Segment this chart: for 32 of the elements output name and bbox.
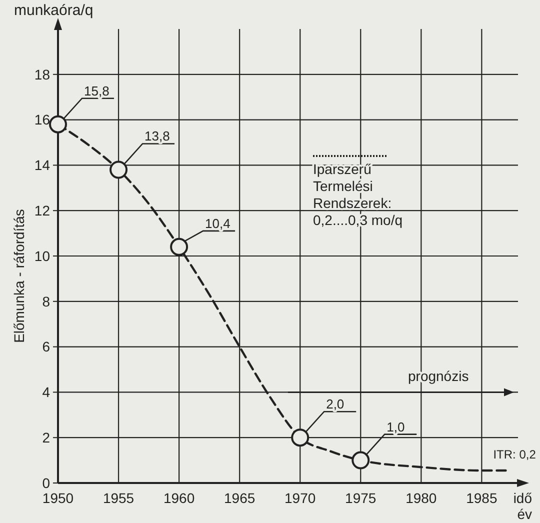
data-label: 10,4: [205, 216, 230, 231]
y-tick-label: 10: [34, 248, 50, 264]
x-tick-label: 1965: [224, 490, 256, 506]
data-label: 2,0: [326, 396, 344, 412]
point: [291, 428, 310, 447]
y-tick-label: 8: [42, 293, 50, 310]
x-tick-label: 1960: [163, 490, 195, 506]
x-tick-label: 1950: [42, 490, 74, 506]
data-label: 15,8: [84, 83, 110, 98]
y-tick-label: 14: [34, 157, 50, 174]
x-tick-label: 1955: [102, 490, 134, 506]
annotation: ITR: 0,2: [493, 448, 536, 462]
point: [170, 238, 188, 256]
data-label: 1,0: [386, 419, 405, 434]
y-tick-label: 4: [42, 384, 50, 400]
x-axis-title: idő év: [513, 490, 532, 522]
y-tick-label: 18: [34, 66, 50, 82]
point: [352, 451, 370, 470]
y-tick-label: 12: [34, 202, 50, 218]
y-tick-label: 6: [42, 338, 50, 355]
point: [110, 160, 128, 179]
y-tick-label: 16: [34, 112, 50, 128]
y-axis-title: Előmunka - ráfordítás: [11, 209, 27, 343]
text: munkaóra/q: [14, 2, 94, 19]
x-tick-label: 1970: [284, 490, 316, 506]
y-tick-label: 0: [42, 474, 50, 491]
x-tick-label: 1985: [466, 490, 498, 506]
data-label: 13,8: [144, 128, 170, 144]
x-tick-label: 1975: [345, 490, 376, 506]
point: [49, 115, 67, 134]
x-tick-label: 1980: [406, 490, 437, 506]
y-tick-label: 2: [42, 430, 50, 446]
